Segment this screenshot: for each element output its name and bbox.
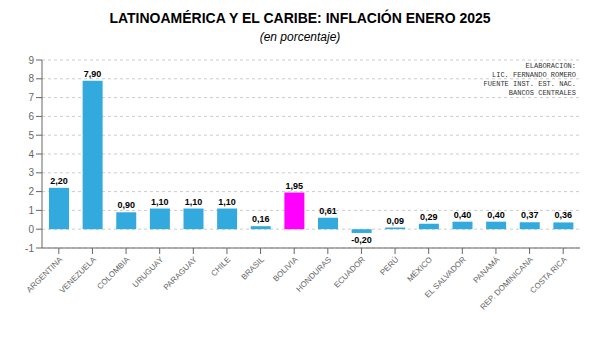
svg-text:2: 2 bbox=[28, 186, 34, 197]
svg-text:COLOMBIA: COLOMBIA bbox=[95, 255, 132, 292]
svg-text:0: 0 bbox=[28, 224, 34, 235]
svg-text:2,20: 2,20 bbox=[50, 176, 68, 186]
svg-text:BRASIL: BRASIL bbox=[239, 255, 266, 282]
svg-text:0,40: 0,40 bbox=[454, 210, 472, 220]
svg-text:PARAGUAY: PARAGUAY bbox=[162, 255, 199, 292]
svg-text:1,10: 1,10 bbox=[218, 197, 236, 207]
html-text:ELABORACION:: ELABORACION: bbox=[525, 62, 576, 70]
svg-text:MÉXICO: MÉXICO bbox=[405, 255, 434, 284]
html-text:BANCOS CENTRALES: BANCOS CENTRALES bbox=[508, 89, 576, 97]
svg-text:PERÚ: PERÚ bbox=[378, 255, 400, 277]
svg-text:0,90: 0,90 bbox=[117, 200, 135, 210]
svg-text:8: 8 bbox=[28, 73, 34, 84]
svg-text:URUGUAY: URUGUAY bbox=[131, 255, 166, 290]
svg-text:EL SALVADOR: EL SALVADOR bbox=[423, 255, 468, 300]
svg-text:0,37: 0,37 bbox=[521, 210, 539, 220]
svg-text:1,95: 1,95 bbox=[286, 181, 304, 191]
svg-text:0,09: 0,09 bbox=[386, 216, 404, 226]
svg-text:0,36: 0,36 bbox=[555, 210, 573, 220]
svg-text:PANAMÁ: PANAMÁ bbox=[472, 255, 502, 285]
html-text:FUENTE INST. EST. NAC.: FUENTE INST. EST. NAC. bbox=[483, 80, 576, 88]
svg-text:ARGENTINA: ARGENTINA bbox=[24, 255, 65, 295]
svg-text:HONDURAS: HONDURAS bbox=[295, 255, 334, 294]
svg-text:-1: -1 bbox=[25, 243, 34, 254]
svg-text:1,10: 1,10 bbox=[151, 197, 169, 207]
svg-text:4: 4 bbox=[28, 149, 34, 160]
svg-text:BOLIVIA: BOLIVIA bbox=[271, 255, 300, 284]
svg-text:COSTA RICA: COSTA RICA bbox=[528, 255, 569, 296]
svg-text:REP. DOMINICANA: REP. DOMINICANA bbox=[478, 255, 535, 312]
svg-text:3: 3 bbox=[28, 167, 34, 178]
svg-text:0,16: 0,16 bbox=[252, 214, 270, 224]
svg-text:5: 5 bbox=[28, 130, 34, 141]
html-text:LATINOAMÉRICA Y EL CARIBE: INF: LATINOAMÉRICA Y EL CARIBE: INFLACIÓN ENE… bbox=[109, 10, 491, 26]
svg-text:0,61: 0,61 bbox=[319, 206, 337, 216]
svg-text:1: 1 bbox=[28, 205, 34, 216]
svg-text:0,40: 0,40 bbox=[487, 210, 505, 220]
svg-text:ECUADOR: ECUADOR bbox=[332, 255, 367, 290]
svg-text:1,10: 1,10 bbox=[185, 197, 203, 207]
svg-text:9: 9 bbox=[28, 55, 34, 66]
svg-text:7: 7 bbox=[28, 92, 34, 103]
html-text:LIC. FERNANDO ROMERO: LIC. FERNANDO ROMERO bbox=[492, 71, 576, 79]
svg-text:VENEZUELA: VENEZUELA bbox=[58, 255, 98, 295]
svg-text:-0,20: -0,20 bbox=[351, 235, 372, 245]
svg-text:0,29: 0,29 bbox=[420, 212, 438, 222]
html-text:(en porcentaje): (en porcentaje) bbox=[259, 30, 341, 44]
svg-text:7,90: 7,90 bbox=[84, 69, 102, 79]
svg-text:CHILE: CHILE bbox=[209, 255, 232, 278]
svg-text:6: 6 bbox=[28, 111, 34, 122]
